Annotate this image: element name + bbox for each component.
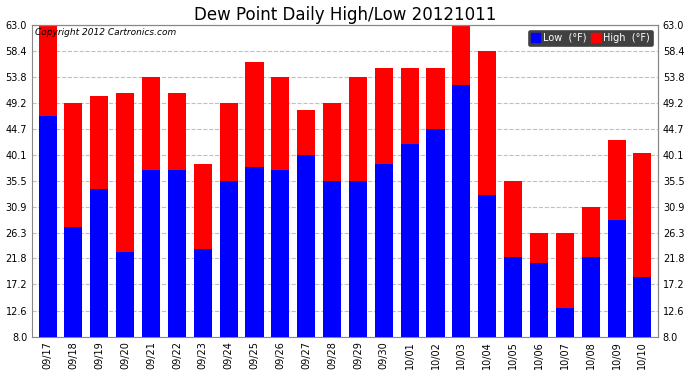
Bar bbox=[64, 227, 83, 337]
Bar bbox=[555, 233, 574, 337]
Bar bbox=[453, 25, 471, 337]
Bar bbox=[349, 77, 367, 337]
Bar bbox=[246, 167, 264, 337]
Bar bbox=[555, 308, 574, 337]
Bar bbox=[633, 277, 651, 337]
Bar bbox=[219, 181, 237, 337]
Bar bbox=[607, 220, 626, 337]
Bar bbox=[194, 164, 212, 337]
Bar bbox=[297, 155, 315, 337]
Legend: Low  (°F), High  (°F): Low (°F), High (°F) bbox=[528, 30, 653, 46]
Bar bbox=[90, 189, 108, 337]
Bar bbox=[478, 195, 496, 337]
Bar bbox=[39, 116, 57, 337]
Bar bbox=[168, 170, 186, 337]
Title: Dew Point Daily High/Low 20121011: Dew Point Daily High/Low 20121011 bbox=[194, 6, 496, 24]
Bar bbox=[582, 207, 600, 337]
Bar bbox=[633, 153, 651, 337]
Bar bbox=[194, 249, 212, 337]
Bar bbox=[530, 263, 548, 337]
Bar bbox=[64, 103, 83, 337]
Bar bbox=[375, 164, 393, 337]
Bar bbox=[271, 77, 289, 337]
Bar bbox=[401, 68, 419, 337]
Bar bbox=[142, 77, 160, 337]
Bar bbox=[582, 257, 600, 337]
Bar bbox=[426, 68, 444, 337]
Bar bbox=[530, 233, 548, 337]
Bar bbox=[607, 140, 626, 337]
Bar bbox=[116, 252, 135, 337]
Bar bbox=[90, 96, 108, 337]
Bar bbox=[478, 51, 496, 337]
Bar bbox=[375, 68, 393, 337]
Bar bbox=[401, 144, 419, 337]
Bar bbox=[271, 170, 289, 337]
Bar bbox=[426, 129, 444, 337]
Bar bbox=[246, 62, 264, 337]
Bar bbox=[142, 170, 160, 337]
Bar bbox=[39, 25, 57, 337]
Bar bbox=[219, 103, 237, 337]
Bar bbox=[323, 181, 341, 337]
Bar bbox=[297, 110, 315, 337]
Bar bbox=[349, 181, 367, 337]
Bar bbox=[323, 103, 341, 337]
Bar bbox=[116, 93, 135, 337]
Bar bbox=[168, 93, 186, 337]
Bar bbox=[504, 257, 522, 337]
Text: Copyright 2012 Cartronics.com: Copyright 2012 Cartronics.com bbox=[35, 28, 177, 37]
Bar bbox=[453, 85, 471, 337]
Bar bbox=[504, 181, 522, 337]
